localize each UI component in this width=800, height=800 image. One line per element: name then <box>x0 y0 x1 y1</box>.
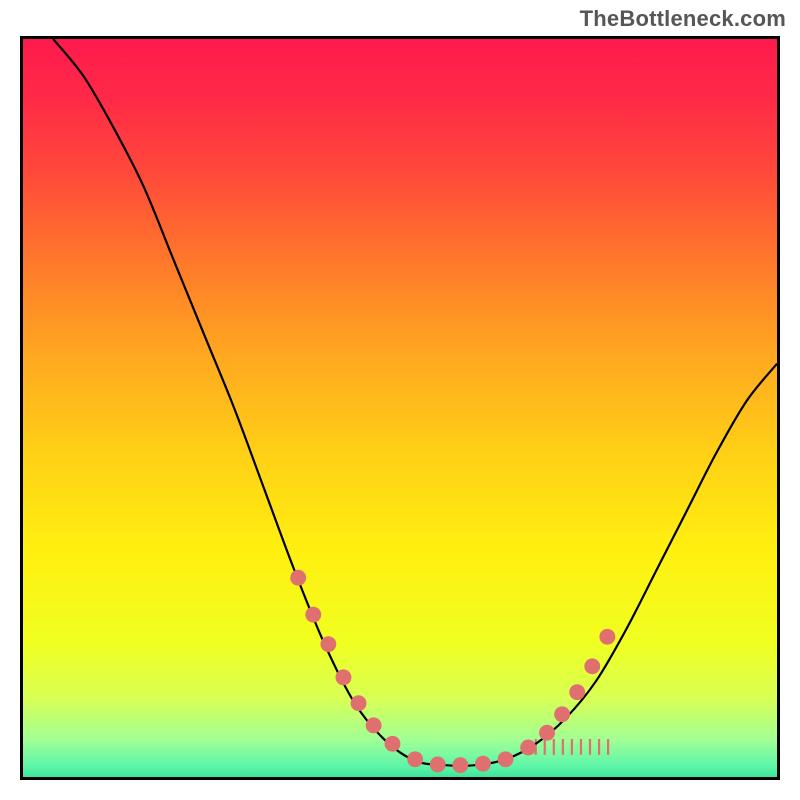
chart-frame: TheBottleneck.com <box>0 0 800 800</box>
data-marker <box>599 629 615 645</box>
data-marker <box>554 706 570 722</box>
data-marker <box>320 636 336 652</box>
data-marker <box>366 717 382 733</box>
tick-dashes <box>536 739 608 755</box>
data-marker <box>351 695 367 711</box>
data-marker <box>569 684 585 700</box>
data-marker <box>385 736 401 752</box>
attribution-text: TheBottleneck.com <box>580 6 786 32</box>
data-marker <box>407 751 423 767</box>
data-marker <box>430 757 446 773</box>
data-marker <box>584 658 600 674</box>
data-marker <box>498 751 514 767</box>
marker-group <box>290 570 615 773</box>
data-marker <box>539 725 555 741</box>
data-marker <box>305 607 321 623</box>
chart-svg <box>23 39 777 777</box>
data-marker <box>452 757 468 773</box>
data-marker <box>475 756 491 772</box>
data-marker <box>520 740 536 756</box>
data-marker <box>336 669 352 685</box>
plot-area <box>20 36 780 780</box>
data-marker <box>290 570 306 586</box>
bottleneck-curve <box>53 39 777 766</box>
